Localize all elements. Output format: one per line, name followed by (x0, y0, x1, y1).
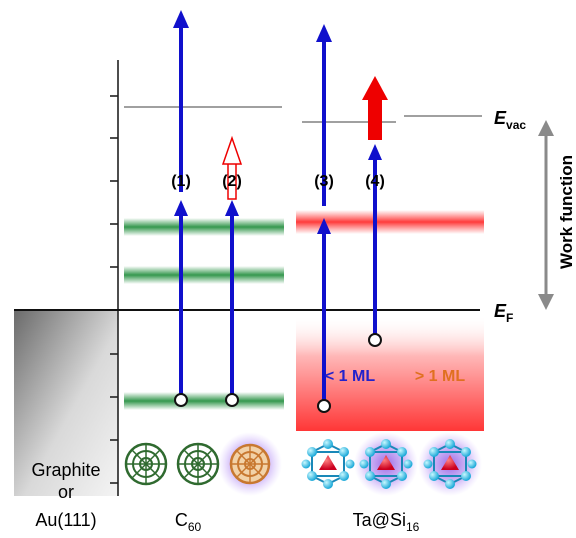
c60-molecule-icon (176, 442, 220, 486)
c60-molecule-icon (124, 442, 168, 486)
transition-arrow-1 (173, 10, 189, 398)
substrate-block (14, 310, 118, 496)
c60-label: C60 (175, 510, 202, 534)
path-label-3: (3) (314, 173, 334, 190)
coverage-label-below-1ml: < 1 ML (325, 368, 375, 385)
c60-homo-hole-2 (225, 393, 239, 407)
path-label-2: (2) (222, 173, 242, 190)
tasi16-molecule-icon (418, 432, 482, 496)
c60-lumo-level (124, 266, 284, 284)
transition-arrow-4 (362, 76, 388, 338)
energy-axis (110, 60, 119, 496)
transition-arrow-2 (221, 135, 243, 398)
evac-label: Evac (494, 108, 526, 132)
path-label-4: (4) (365, 173, 385, 190)
path-label-1: (1) (171, 173, 191, 190)
tasi16-molecule-icon (354, 432, 418, 496)
c60-lumo-plus-level (124, 218, 284, 236)
tasi-hole-3 (317, 399, 331, 413)
work-function-arrow (538, 120, 554, 310)
c60-homo-hole-1 (174, 393, 188, 407)
c60-levels (124, 218, 284, 410)
coverage-label-above-1ml: > 1 ML (415, 368, 465, 385)
transition-arrow-3 (316, 24, 332, 404)
substrate-label-au: Au(111) (35, 510, 96, 530)
work-function-label: Work function (557, 155, 576, 269)
ef-label: EF (494, 301, 513, 325)
tasi-hole-4 (368, 333, 382, 347)
substrate-label-or: or (58, 482, 74, 502)
c60-homo-level (124, 392, 284, 410)
c60-doped-molecule-icon (218, 432, 282, 496)
tasi16-molecule-icon (301, 439, 355, 489)
tasi16-label: Ta@Si16 (353, 510, 420, 534)
substrate-label-graphite: Graphite (31, 460, 100, 480)
